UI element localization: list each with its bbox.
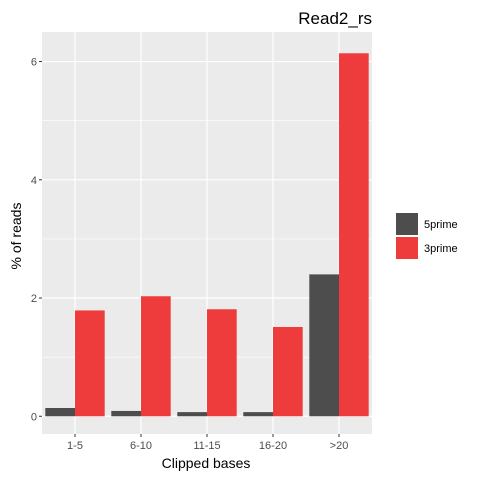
chart-title: Read2_rs (298, 9, 372, 28)
y-axis-title: % of reads (8, 203, 24, 270)
y-tick-label: 4 (31, 175, 37, 187)
x-axis: 1-5 6-10 11-15 16-20 >20 (67, 434, 348, 452)
bar-3prime-5 (339, 53, 369, 417)
x-tick-label: 16-20 (259, 440, 287, 452)
bar-5prime-2 (111, 410, 141, 417)
bar-5prime-3 (177, 412, 207, 417)
x-tick-label: 11-15 (193, 440, 220, 452)
legend-key-3prime (396, 237, 418, 259)
bar-3prime-4 (273, 326, 303, 417)
bar-5prime-1 (45, 407, 75, 417)
legend-label-3prime: 3prime (424, 243, 458, 255)
bar-3prime-2 (141, 296, 171, 417)
legend-label-5prime: 5prime (424, 219, 458, 231)
y-tick-label: 2 (31, 293, 37, 305)
bar-3prime-1 (75, 310, 105, 417)
y-axis: 0 2 4 6 (31, 57, 42, 423)
x-tick-label: 6-10 (130, 440, 152, 452)
x-axis-title: Clipped bases (162, 455, 251, 471)
bars (45, 53, 369, 417)
legend: 5prime 3prime (396, 213, 458, 259)
y-tick-label: 6 (31, 57, 37, 69)
bar-5prime-5 (309, 274, 339, 417)
x-tick-label: 1-5 (67, 440, 83, 452)
y-tick-label: 0 (31, 411, 37, 423)
x-tick-label: >20 (330, 440, 349, 452)
bar-3prime-3 (207, 309, 237, 417)
legend-key-5prime (396, 213, 418, 235)
bar-5prime-4 (243, 412, 273, 417)
